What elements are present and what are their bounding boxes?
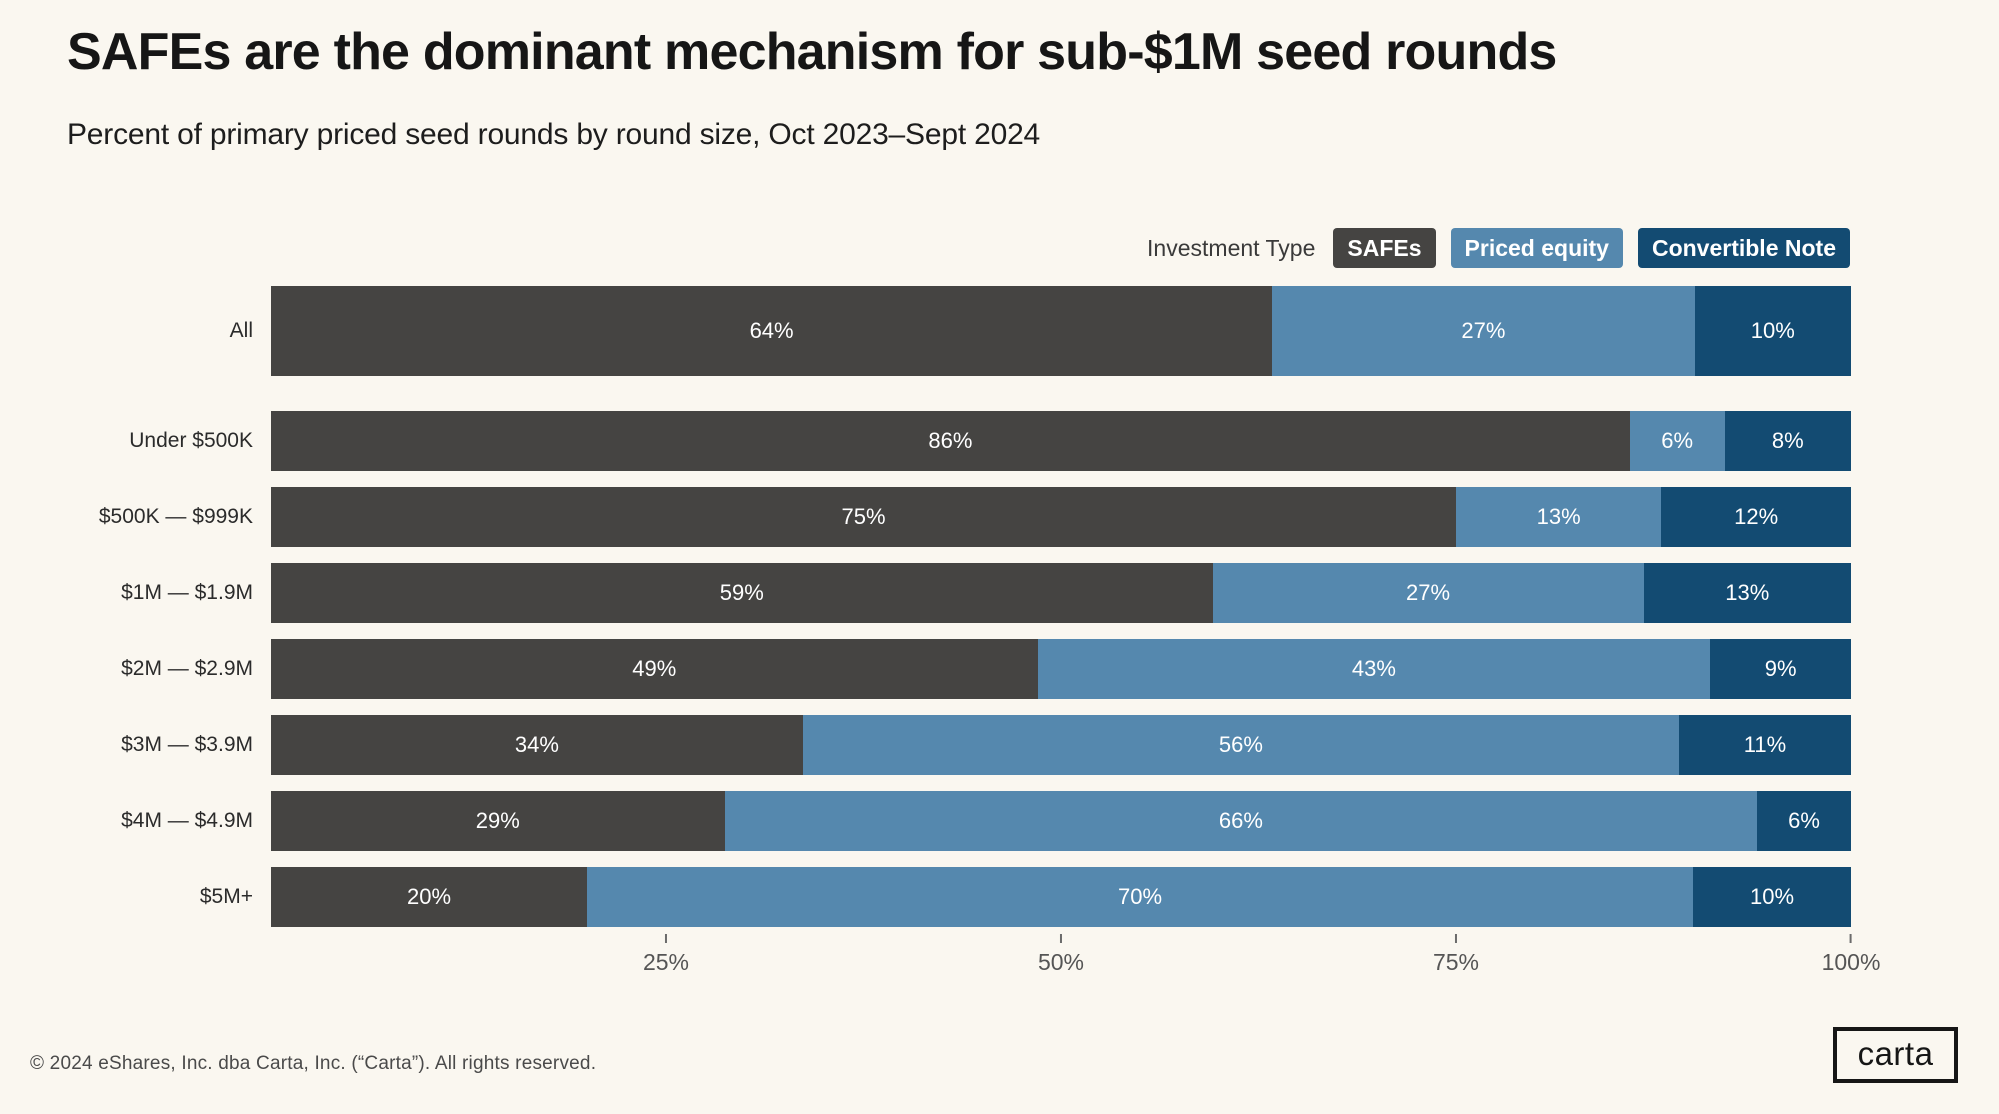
bar-segment-convertible-note: 10% [1693,867,1851,927]
bar-segment-priced-equity: 6% [1629,411,1725,471]
bar-value-label: 13% [1536,504,1581,529]
tick-label: 75% [1432,949,1480,975]
carta-logo-text: carta [1857,1035,1934,1072]
tick-label: 50% [1037,949,1085,975]
bar-segment-convertible-note: 10% [1694,286,1851,376]
bar-segment-safes: 49% [271,639,1038,699]
chart-title: SAFEs are the dominant mechanism for sub… [67,23,1557,81]
bar-value-label: 59% [719,580,764,605]
bar-segment-safes: 29% [271,791,725,851]
axis-tick-75: 75% [1433,927,1479,976]
bar-value-label: 27% [1406,580,1451,605]
legend: Investment Type SAFEs Priced equity Conver… [1147,228,1850,268]
bar-value-label: 64% [749,318,794,343]
bar-value-label: 75% [841,504,886,529]
bar-segment-safes: 64% [271,286,1273,376]
bar-segment-priced-equity: 66% [724,791,1758,851]
bar-value-label: 6% [1661,428,1694,453]
bar-value-label: 13% [1725,580,1770,605]
bar-segment-priced-equity: 70% [587,867,1693,927]
bar-value-label: 34% [514,732,559,757]
bar-value-label: 20% [406,884,452,909]
bar-value-label: 66% [1218,808,1263,833]
bar-value-label: 43% [1351,656,1396,681]
bar-segment-safes: 75% [271,487,1456,547]
legend-chip-safes[interactable]: SAFEs [1333,228,1436,268]
x-axis: 25% 50% 75% 100% [271,927,1880,997]
bar-row-1m-1-9m: $1M — $1.9M 59% 27% 13% [121,563,1851,623]
row-label: $1M — $1.9M [121,581,253,604]
bar-segment-safes: 86% [271,411,1630,471]
row-label: $500K — $999K [98,505,253,528]
bar-value-label: 10% [1750,318,1795,343]
bar-value-label: 29% [475,808,520,833]
copyright-text: © 2024 eShares, Inc. dba Carta, Inc. (“C… [30,1053,597,1074]
bar-segment-convertible-note: 9% [1710,639,1851,699]
chart-subtitle: Percent of primary priced seed rounds by… [67,118,1041,151]
bar-row-under-500k: Under $500K 86% 6% 8% [129,411,1851,471]
bar-segment-priced-equity: 56% [802,715,1679,775]
bar-segment-convertible-note: 8% [1724,411,1851,471]
legend-chip-convertible-note[interactable]: Convertible Note [1637,228,1850,268]
bar-row-3m-3-9m: $3M — $3.9M 34% 56% 11% [121,715,1851,775]
bar-value-label: 49% [632,656,677,681]
bar-value-label: 12% [1734,504,1779,529]
carta-logo: carta [1833,1027,1958,1083]
bar-segment-convertible-note: 6% [1757,791,1851,851]
bar-row-5m: $5M+ 20% 70% 10% [200,867,1851,927]
bar-value-label: 11% [1743,732,1787,757]
row-label: Under $500K [129,429,253,452]
row-label: $4M — $4.9M [121,809,253,832]
bar-row-4m-4-9m: $4M — $4.9M 29% 66% 6% [121,791,1851,851]
bar-segment-convertible-note: 11% [1678,715,1851,775]
tick-mark [1849,934,1852,943]
row-label: All [229,319,253,342]
bar-segment-convertible-note: 12% [1661,487,1851,547]
row-label: $2M — $2.9M [121,657,253,680]
bar-value-label: 8% [1771,428,1804,453]
bar-segment-priced-equity: 13% [1456,487,1662,547]
tick-mark [1454,934,1457,943]
bar-row-all: All 64% 27% 10% [230,286,1851,376]
legend-chip-priced-equity[interactable]: Priced equity [1450,228,1623,268]
axis-tick-100: 100% [1821,927,1881,976]
bar-segment-safes: 20% [271,867,587,927]
bar-value-label: 70% [1117,884,1163,909]
bar-row-2m-2-9m: $2M — $2.9M 49% 43% 9% [121,639,1851,699]
legend-chips: SAFEs Priced equity Convertible Note [1333,228,1850,268]
legend-title: Investment Type [1147,234,1316,261]
axis-tick-50: 50% [1038,927,1084,976]
bar-value-label: 56% [1218,732,1263,757]
bar-segment-safes: 34% [271,715,803,775]
bar-value-label: 6% [1788,808,1820,833]
bar-row-500k-999k: $500K — $999K 75% 13% 12% [99,487,1851,547]
bar-segment-priced-equity: 27% [1212,563,1644,623]
bar-segment-safes: 59% [271,563,1213,623]
plot-area: All 64% 27% 10% Under $500K 86% 6% 8% $500K — $9… [99,286,1851,927]
tick-label: 25% [642,949,690,975]
row-label: $3M — $3.9M [121,733,253,756]
tick-mark [1059,934,1062,943]
bar-segment-convertible-note: 13% [1643,563,1851,623]
bar-value-label: 10% [1749,884,1795,909]
bar-segment-priced-equity: 27% [1272,286,1695,376]
tick-mark [664,934,667,943]
tick-label: 100% [1821,949,1881,975]
row-label: $5M+ [199,885,253,908]
bar-value-label: 9% [1764,656,1797,681]
bar-value-label: 27% [1461,318,1506,343]
bar-segment-priced-equity: 43% [1037,639,1711,699]
axis-tick-25: 25% [643,927,689,976]
bar-value-label: 86% [928,428,973,453]
